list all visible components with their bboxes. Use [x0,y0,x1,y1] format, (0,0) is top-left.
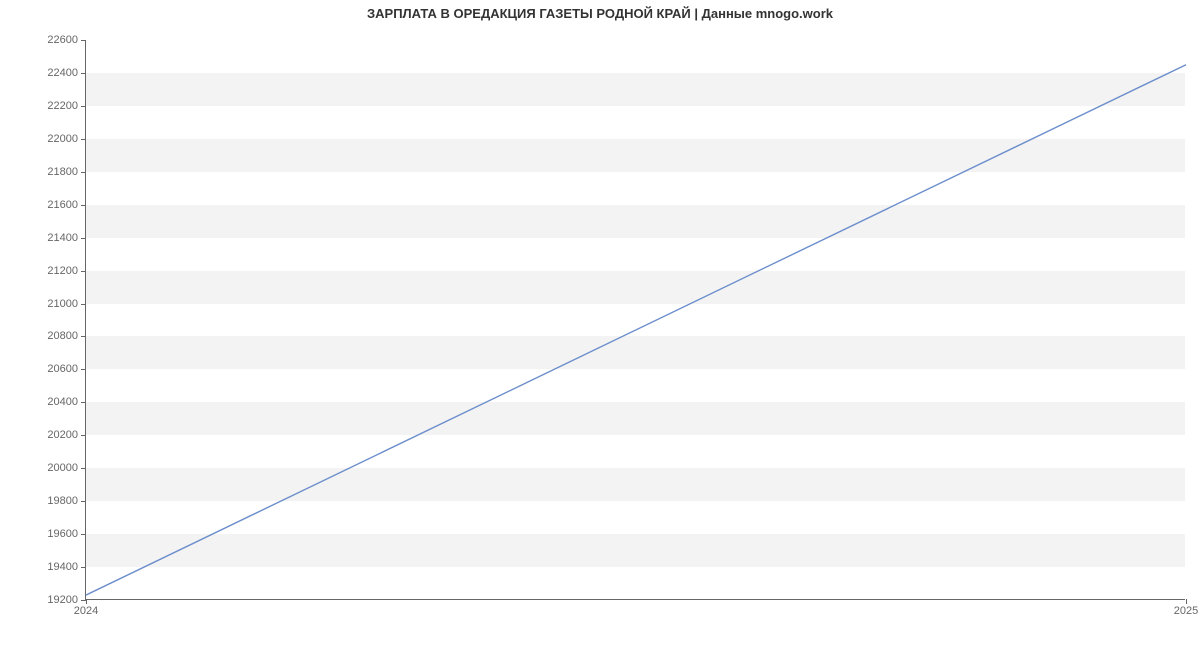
y-tick-mark [81,40,86,41]
y-tick-mark [81,172,86,173]
x-tick-mark [1186,599,1187,604]
y-tick-mark [81,402,86,403]
plot-area: 1920019400196001980020000202002040020600… [85,40,1185,600]
y-tick-mark [81,139,86,140]
y-tick-mark [81,271,86,272]
y-tick-mark [81,205,86,206]
y-tick-mark [81,468,86,469]
y-tick-mark [81,534,86,535]
y-tick-mark [81,304,86,305]
y-tick-mark [81,369,86,370]
y-tick-mark [81,73,86,74]
line-layer [86,40,1186,600]
y-tick-mark [81,501,86,502]
chart-title: ЗАРПЛАТА В ОРЕДАКЦИЯ ГАЗЕТЫ РОДНОЙ КРАЙ … [0,6,1200,21]
y-tick-mark [81,336,86,337]
y-tick-mark [81,238,86,239]
y-tick-mark [81,106,86,107]
y-tick-mark [81,567,86,568]
y-tick-mark [81,435,86,436]
salary-line-chart: ЗАРПЛАТА В ОРЕДАКЦИЯ ГАЗЕТЫ РОДНОЙ КРАЙ … [0,0,1200,650]
series-salary [86,65,1186,595]
x-tick-mark [86,599,87,604]
